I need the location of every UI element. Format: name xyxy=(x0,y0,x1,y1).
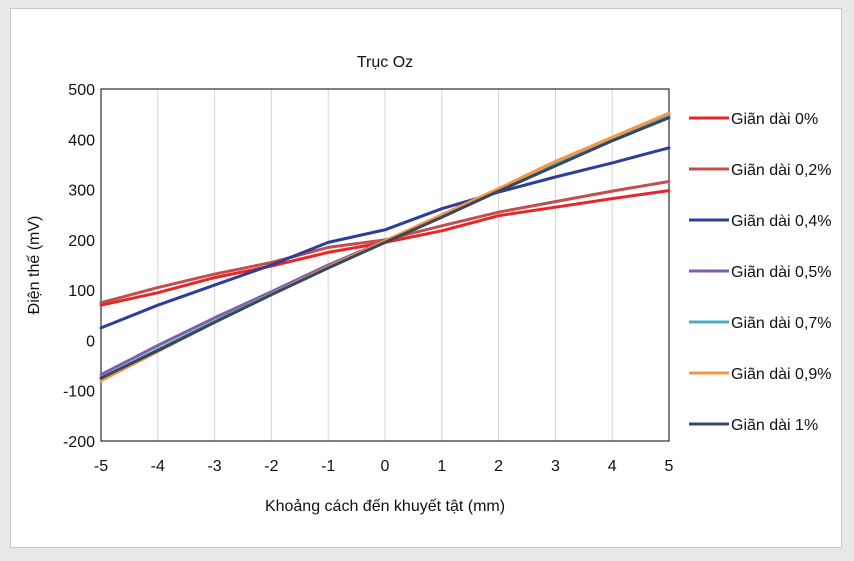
y-axis-label: Điện thế (mV) xyxy=(26,216,43,315)
x-tick-label: -4 xyxy=(151,458,165,475)
x-tick-label: 4 xyxy=(608,458,617,475)
y-tick-label: 500 xyxy=(68,82,95,99)
y-tick-label: -200 xyxy=(63,434,95,451)
x-tick-label: -3 xyxy=(207,458,221,475)
legend-label: Giãn dài 0,5% xyxy=(731,264,832,281)
legend-label: Giãn dài 1% xyxy=(731,417,818,434)
x-tick-label: 0 xyxy=(381,458,390,475)
x-tick-label: -1 xyxy=(321,458,335,475)
series-line-7 xyxy=(99,116,671,380)
y-tick-label: -100 xyxy=(63,384,95,401)
plot-area xyxy=(100,88,670,442)
y-ticks: -200 -100 0 100 200 300 400 500 xyxy=(63,82,95,451)
y-tick-label: 400 xyxy=(68,132,95,149)
legend-label: Giãn dài 0% xyxy=(731,111,818,128)
legend-label: Giãn dài 0,4% xyxy=(731,213,832,230)
legend-label: Giãn dài 0,2% xyxy=(731,162,832,179)
x-tick-label: -5 xyxy=(94,458,108,475)
series-group xyxy=(99,111,671,383)
chart-frame: Trục Oz -200 -100 0 100 200 300 400 500 -5 -4 -3-… xyxy=(10,8,842,548)
x-tick-label: -2 xyxy=(264,458,278,475)
legend-label: Giãn dài 0,7% xyxy=(731,315,832,332)
legend-label: Giãn dài 0,9% xyxy=(731,366,832,383)
y-tick-label: 200 xyxy=(68,233,95,250)
y-tick-label: 100 xyxy=(68,283,95,300)
legend: Giãn dài 0% Giãn dài 0,2% Giãn dài 0,4% Giã… xyxy=(689,111,832,434)
y-tick-label: 0 xyxy=(86,333,95,350)
chart-title: Trục Oz xyxy=(357,54,413,71)
x-tick-label: 5 xyxy=(665,458,674,475)
x-tick-label: 3 xyxy=(551,458,560,475)
x-axis-label: Khoảng cách đến khuyết tật (mm) xyxy=(265,498,505,515)
grid xyxy=(157,89,613,441)
x-ticks: -5 -4 -3 -2 -1 0 1 2 3 4 5 xyxy=(94,458,674,475)
x-tick-label: 2 xyxy=(494,458,503,475)
x-tick-label: 1 xyxy=(437,458,446,475)
y-tick-label: 300 xyxy=(68,183,95,200)
series-line-3 xyxy=(99,146,671,330)
